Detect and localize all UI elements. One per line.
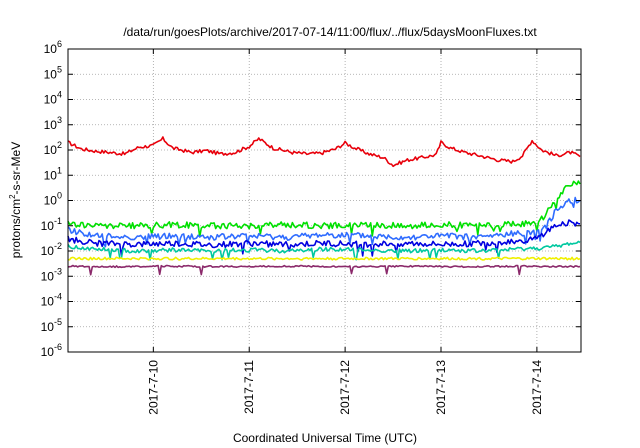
chart-title: /data/run/goesPlots/archive/2017-07-14/1…	[123, 25, 537, 39]
grid-lines	[68, 49, 581, 352]
y-axis-label-rest: -s-sr-MeV	[9, 142, 23, 195]
y-tick-label: 10-1	[41, 216, 62, 233]
series-line	[67, 240, 581, 261]
y-tick-label: 104	[44, 90, 62, 107]
y-tick-label: 10-3	[41, 266, 62, 283]
y-tick-label: 100	[44, 191, 62, 208]
x-tick-label: 2017-7-12	[338, 360, 352, 415]
y-tick-label: 105	[44, 64, 62, 81]
y-tick-label: 10-6	[41, 342, 62, 359]
y-axis-label-unit: protons/cm	[9, 199, 23, 258]
y-tick-label: 101	[44, 165, 62, 182]
x-axis-ticks: 2017-7-10 2017-7-11 2017-7-12 2017-7-13 2017…	[146, 49, 544, 415]
x-axis-label: Coordinated Universal Time (UTC)	[233, 431, 417, 445]
x-tick-label: 2017-7-13	[434, 360, 448, 415]
y-tick-label: 106	[44, 39, 62, 56]
x-tick-label: 2017-7-10	[146, 360, 160, 415]
series-line	[67, 264, 581, 276]
y-tick-label: 10-4	[41, 292, 62, 309]
data-series	[67, 136, 581, 276]
x-tick-label: 2017-7-14	[530, 360, 544, 415]
series-line	[67, 136, 581, 168]
series-line	[67, 219, 581, 257]
series-line	[67, 180, 581, 238]
y-axis-ticks: 10-6 10-5 10-4 10-3 10-2 10-1 100 101 102 103 104 1…	[41, 39, 581, 359]
series-line	[67, 256, 581, 261]
y-tick-label: 102	[44, 140, 62, 157]
y-tick-label: 10-2	[41, 241, 62, 258]
y-axis-label-superscript: 2	[8, 194, 17, 199]
y-axis-label: protons/cm2-s-sr-MeV	[8, 142, 23, 258]
y-tick-label: 103	[44, 115, 62, 132]
y-tick-label: 10-5	[41, 317, 62, 334]
plot-frame	[67, 48, 582, 353]
x-tick-label: 2017-7-11	[242, 360, 256, 414]
series-line	[67, 196, 581, 248]
